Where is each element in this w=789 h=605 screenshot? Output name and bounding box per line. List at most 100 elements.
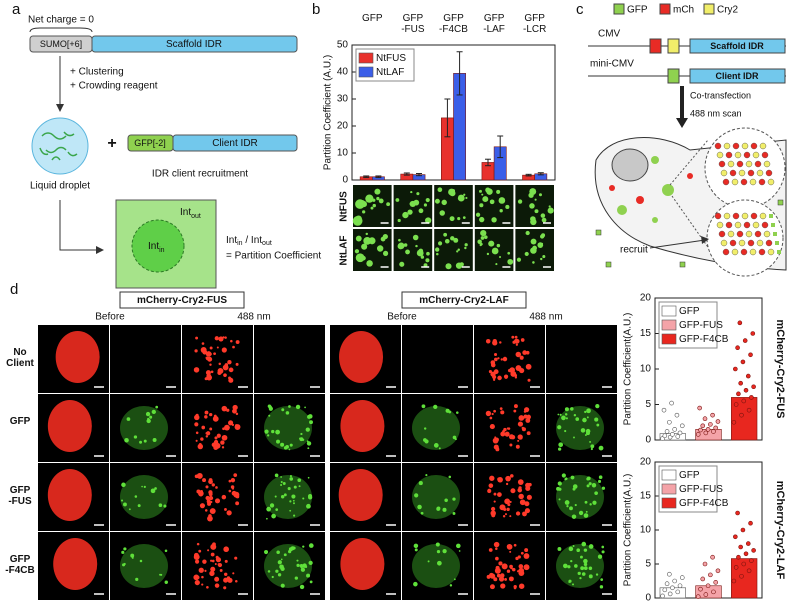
cell xyxy=(47,400,92,452)
droplet xyxy=(477,239,482,244)
droplet xyxy=(522,511,527,517)
droplet xyxy=(214,563,217,566)
droplet xyxy=(199,503,206,509)
protein xyxy=(727,230,735,238)
zoom-circle xyxy=(704,127,786,209)
droplet xyxy=(294,576,298,580)
droplet xyxy=(636,196,644,204)
droplet xyxy=(583,558,588,564)
droplet xyxy=(160,573,163,576)
droplet xyxy=(365,194,374,203)
droplet xyxy=(557,425,562,430)
data-point xyxy=(748,352,753,358)
droplet xyxy=(492,340,498,346)
data-point xyxy=(695,594,701,599)
droplet xyxy=(586,416,589,419)
droplet xyxy=(226,510,232,516)
droplet xyxy=(526,494,532,500)
droplet xyxy=(232,572,235,575)
droplet xyxy=(263,549,269,555)
droplet xyxy=(213,352,216,355)
data-point xyxy=(677,430,683,436)
protein xyxy=(732,212,740,220)
droplet xyxy=(437,241,443,246)
data-point xyxy=(746,407,752,413)
y-tick-label: 50 xyxy=(337,40,349,51)
droplet xyxy=(309,420,313,425)
droplet xyxy=(561,415,566,421)
droplet xyxy=(288,405,291,408)
group-box xyxy=(401,291,527,309)
data-point xyxy=(735,510,740,516)
droplet xyxy=(280,480,283,484)
data-point xyxy=(713,580,718,585)
droplet xyxy=(437,187,443,193)
client-protein xyxy=(605,261,612,268)
droplet xyxy=(499,209,503,213)
droplet xyxy=(395,198,400,202)
droplet xyxy=(509,564,513,569)
droplet xyxy=(528,482,532,487)
droplet xyxy=(538,193,542,197)
bracket xyxy=(29,27,93,33)
droplet xyxy=(564,429,567,433)
data-point xyxy=(702,561,708,567)
droplet xyxy=(423,263,428,268)
droplet xyxy=(420,255,425,259)
droplet xyxy=(224,508,227,511)
droplet xyxy=(510,474,514,478)
droplet xyxy=(517,421,524,427)
droplet xyxy=(217,563,221,566)
droplet xyxy=(520,437,523,440)
protein xyxy=(731,178,739,186)
droplet xyxy=(211,483,215,487)
droplet xyxy=(434,198,440,204)
protein xyxy=(754,230,762,238)
droplet xyxy=(463,193,466,196)
droplet xyxy=(198,492,203,497)
micrograph xyxy=(474,325,545,393)
data-point xyxy=(733,534,738,540)
droplet xyxy=(235,362,239,366)
data-point xyxy=(700,423,706,429)
droplet xyxy=(452,435,457,440)
droplet xyxy=(309,580,313,584)
data-point xyxy=(698,427,703,433)
equation: = Partition Coefficient xyxy=(226,251,321,262)
droplet xyxy=(500,583,506,589)
droplet xyxy=(495,263,498,266)
droplet xyxy=(485,187,491,193)
droplet xyxy=(496,573,501,578)
droplet xyxy=(354,249,360,254)
droplet xyxy=(230,477,236,483)
cell xyxy=(120,406,168,450)
droplet xyxy=(444,238,450,244)
int-in: Intin xyxy=(148,241,165,254)
droplet xyxy=(557,413,560,416)
droplet xyxy=(280,484,283,487)
droplet xyxy=(195,439,198,442)
droplet xyxy=(480,229,487,237)
legend-label: Cry2 xyxy=(717,5,739,16)
droplet xyxy=(306,503,311,509)
droplet xyxy=(233,473,238,477)
droplet xyxy=(228,367,234,373)
droplet xyxy=(416,192,420,196)
droplet xyxy=(365,232,369,236)
y-tick-label: 0 xyxy=(342,175,348,186)
data-point xyxy=(667,571,672,577)
droplet xyxy=(141,485,143,488)
droplet xyxy=(506,569,511,573)
droplet xyxy=(425,217,432,224)
protein xyxy=(716,221,724,229)
droplet xyxy=(306,573,311,578)
group-box xyxy=(119,291,245,309)
droplet xyxy=(214,336,219,341)
error-bar xyxy=(444,98,451,138)
data-point xyxy=(710,554,715,560)
droplet xyxy=(497,375,502,381)
droplet xyxy=(293,514,296,517)
data-point xyxy=(733,366,738,372)
droplet xyxy=(383,250,389,256)
zoom-line xyxy=(669,139,709,186)
